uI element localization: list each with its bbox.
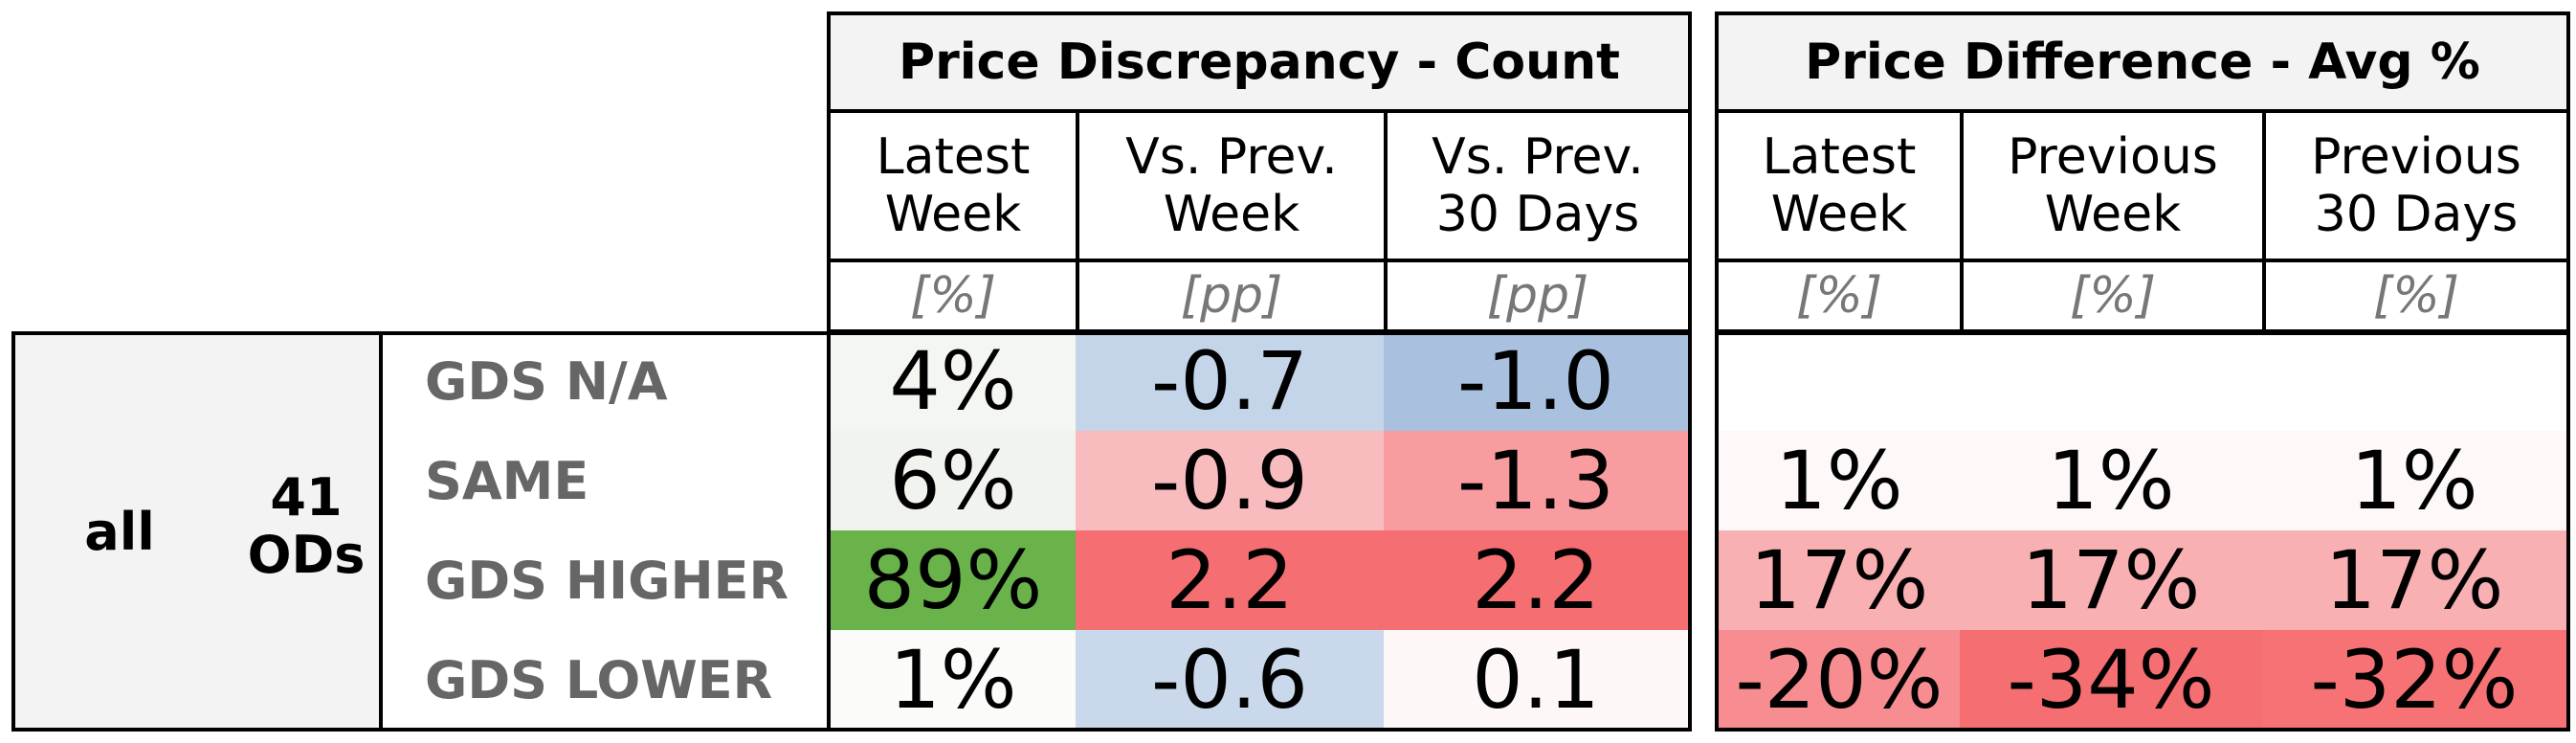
unit-label: [pp] (1384, 259, 1692, 333)
data-cell: -0.7 (1076, 331, 1384, 431)
od-unit: ODs (247, 525, 366, 585)
unit-label: [pp] (1076, 259, 1388, 333)
column-header: Latest Week (1715, 109, 1964, 262)
unit-label: [%] (1715, 259, 1964, 333)
column-header-line: Week (1163, 186, 1300, 243)
data-cell: -20% (1719, 630, 1960, 730)
data-cell: -1.3 (1384, 431, 1688, 530)
column-header: Previous 30 Days (2262, 109, 2570, 262)
column-header-line: Vs. Prev. (1125, 128, 1338, 186)
column-header: Vs. Prev. 30 Days (1384, 109, 1692, 262)
column-header-line: Previous (2311, 128, 2521, 186)
od-count: 41 (270, 467, 343, 528)
data-cell: 2.2 (1076, 530, 1384, 630)
data-cell: 89% (831, 530, 1076, 630)
data-cell: 1% (1960, 431, 2262, 530)
data-cell: 2.2 (1384, 530, 1688, 630)
data-cell (1960, 331, 2262, 431)
column-header: Previous Week (1960, 109, 2266, 262)
column-header-line: 30 Days (2314, 186, 2519, 243)
row-label: GDS N/A (425, 350, 668, 412)
data-cell: -0.6 (1076, 630, 1384, 730)
column-header-line: Latest (1762, 128, 1917, 186)
unit-label: [%] (827, 259, 1079, 333)
data-cell: 1% (2262, 431, 2566, 530)
data-cell: 1% (831, 630, 1076, 730)
column-header-line: Week (1770, 186, 1908, 243)
panel-title: Price Discrepancy - Count (827, 11, 1692, 113)
column-header-line: Week (884, 186, 1022, 243)
group-label: all (84, 501, 155, 562)
data-cell: 17% (1960, 530, 2262, 630)
column-header-line: Vs. Prev. (1432, 128, 1644, 186)
data-cell (1719, 331, 1960, 431)
column-header-line: Week (2044, 186, 2182, 243)
column-header: Latest Week (827, 109, 1079, 262)
column-header-line: 30 Days (1435, 186, 1640, 243)
row-label: GDS LOWER (425, 649, 773, 710)
row-label: GDS HIGHER (425, 550, 789, 611)
data-cell: 17% (2262, 530, 2566, 630)
data-cell: 17% (1719, 530, 1960, 630)
data-cell: -0.9 (1076, 431, 1384, 530)
data-cell: 6% (831, 431, 1076, 530)
data-cell: -1.0 (1384, 331, 1688, 431)
od-count-label: 41 ODs (230, 460, 383, 594)
panel-title: Price Difference - Avg % (1715, 11, 2570, 113)
unit-label: [%] (2262, 259, 2570, 333)
data-cell: 0.1 (1384, 630, 1688, 730)
column-header: Vs. Prev. Week (1076, 109, 1388, 262)
unit-label: [%] (1960, 259, 2266, 333)
data-cell: 4% (831, 331, 1076, 431)
data-cell (2262, 331, 2566, 431)
data-cell: -34% (1960, 630, 2262, 730)
column-header-line: Previous (2008, 128, 2218, 186)
row-label: SAME (425, 450, 589, 511)
data-cell: -32% (2262, 630, 2566, 730)
group-block (11, 331, 383, 732)
column-header-line: Latest (876, 128, 1031, 186)
data-cell: 1% (1719, 431, 1960, 530)
